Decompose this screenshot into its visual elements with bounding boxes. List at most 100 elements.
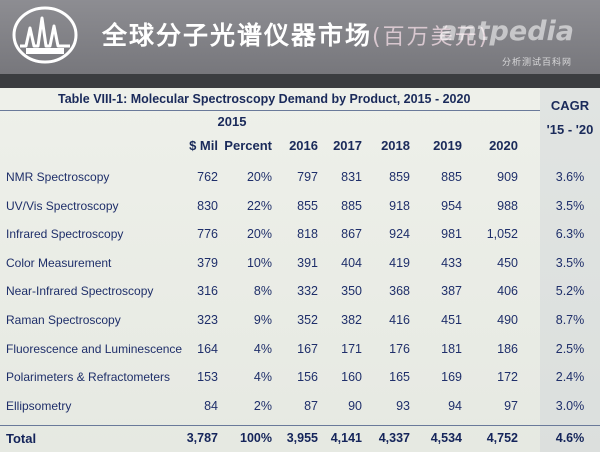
cell-cagr: 3.5% <box>555 198 585 213</box>
title-divider <box>0 110 540 111</box>
cell-2015-mil: 84 <box>204 398 218 413</box>
cell-year-value: 171 <box>341 341 362 356</box>
cell-2015-percent: 9% <box>253 313 272 327</box>
total-year-value: 4,752 <box>486 431 518 446</box>
cell-2015-percent: 22% <box>246 198 272 213</box>
cell-year-value: 818 <box>297 227 318 242</box>
cell-2015-mil: 830 <box>197 198 218 213</box>
header-year: 2020 <box>489 138 518 153</box>
row-label: UV/Vis Spectroscopy <box>6 198 119 213</box>
cell-year-value: 391 <box>297 255 318 270</box>
row-label: Near-Infrared Spectroscopy <box>6 284 154 299</box>
total-divider <box>0 425 600 427</box>
header-2015: 2015 <box>217 114 247 129</box>
cell-year-value: 160 <box>341 370 362 385</box>
cell-cagr: 8.7% <box>555 313 585 327</box>
cell-year-value: 831 <box>341 170 362 184</box>
cell-year-value: 382 <box>341 313 362 327</box>
cell-cagr: 5.2% <box>555 284 585 299</box>
header-cagr: CAGR <box>550 98 590 113</box>
slide-title: 全球分子光谱仪器市场(百万美元) <box>102 21 490 50</box>
cell-year-value: 981 <box>441 227 462 242</box>
cell-year-value: 93 <box>396 398 410 413</box>
cell-year-value: 855 <box>297 198 318 213</box>
cell-year-value: 156 <box>297 370 318 385</box>
header-cagr-range: '15 - '20 <box>546 122 594 137</box>
header-mil: $ Mil <box>189 138 218 153</box>
cell-year-value: 97 <box>504 398 518 413</box>
cell-2015-percent: 2% <box>253 398 272 413</box>
row-label: Fluorescence and Luminescence <box>6 341 183 356</box>
cell-2015-mil: 762 <box>197 170 218 184</box>
cell-year-value: 1,052 <box>486 227 518 242</box>
header-year: 2018 <box>381 138 410 153</box>
chromatogram-peaks-logo <box>12 6 78 64</box>
cell-year-value: 176 <box>389 341 410 356</box>
row-label: NMR Spectroscopy <box>6 170 110 184</box>
cell-year-value: 350 <box>341 284 362 299</box>
total-label: Total <box>6 431 37 447</box>
cell-year-value: 352 <box>297 313 318 327</box>
cell-2015-mil: 379 <box>197 255 218 270</box>
cell-year-value: 406 <box>497 284 518 299</box>
cell-year-value: 181 <box>441 341 462 356</box>
cell-year-value: 867 <box>341 227 362 242</box>
cell-year-value: 909 <box>497 170 518 184</box>
cell-year-value: 94 <box>448 398 462 413</box>
slide-title-unit: (百万美元) <box>372 25 490 50</box>
total-2015-percent: 100% <box>240 431 272 446</box>
table-panel <box>0 88 600 452</box>
watermark-subtitle: 分析测试百科网 <box>501 58 572 68</box>
row-label: Color Measurement <box>6 255 112 270</box>
cell-cagr: 3.6% <box>555 170 585 184</box>
cell-cagr: 2.4% <box>555 370 585 385</box>
cell-year-value: 490 <box>497 313 518 327</box>
cell-cagr: 6.3% <box>555 227 585 242</box>
cell-year-value: 924 <box>389 227 410 242</box>
cell-year-value: 885 <box>341 198 362 213</box>
header-year: 2016 <box>289 138 318 153</box>
cell-2015-percent: 20% <box>246 170 272 184</box>
cell-2015-percent: 4% <box>253 341 272 356</box>
cell-2015-mil: 164 <box>197 341 218 356</box>
total-year-value: 3,955 <box>286 431 318 446</box>
cell-year-value: 186 <box>497 341 518 356</box>
cell-year-value: 918 <box>389 198 410 213</box>
header-percent: Percent <box>224 138 272 153</box>
row-label: Infrared Spectroscopy <box>6 227 124 242</box>
cell-year-value: 988 <box>497 198 518 213</box>
row-label: Raman Spectroscopy <box>6 313 121 327</box>
watermark: antpedia <box>439 16 574 47</box>
cell-2015-mil: 323 <box>197 313 218 327</box>
total-year-value: 4,534 <box>430 431 462 446</box>
row-label: Ellipsometry <box>6 398 72 413</box>
cell-year-value: 954 <box>441 198 462 213</box>
cell-2015-mil: 316 <box>197 284 218 299</box>
slide-header: 全球分子光谱仪器市场(百万美元) antpedia 分析测试百科网 <box>0 0 600 74</box>
cell-year-value: 87 <box>304 398 318 413</box>
cell-year-value: 419 <box>389 255 410 270</box>
cell-cagr: 3.5% <box>555 255 585 270</box>
cell-year-value: 450 <box>497 255 518 270</box>
cell-2015-percent: 20% <box>246 227 272 242</box>
cell-year-value: 169 <box>441 370 462 385</box>
total-year-value: 4,141 <box>330 431 362 446</box>
cell-year-value: 387 <box>441 284 462 299</box>
cell-year-value: 167 <box>297 341 318 356</box>
cell-cagr: 3.0% <box>555 398 585 413</box>
cell-2015-mil: 776 <box>197 227 218 242</box>
cell-year-value: 416 <box>389 313 410 327</box>
cell-year-value: 797 <box>297 170 318 184</box>
cell-year-value: 451 <box>441 313 462 327</box>
cell-2015-percent: 10% <box>246 255 272 270</box>
cell-year-value: 433 <box>441 255 462 270</box>
cell-year-value: 404 <box>341 255 362 270</box>
cell-2015-percent: 4% <box>253 370 272 385</box>
cell-year-value: 885 <box>441 170 462 184</box>
cagr-column-band <box>540 88 600 452</box>
cell-year-value: 368 <box>389 284 410 299</box>
table-title: Table VIII-1: Molecular Spectroscopy Dem… <box>58 92 471 106</box>
total-2015-mil: 3,787 <box>186 431 218 446</box>
cell-2015-mil: 153 <box>197 370 218 385</box>
